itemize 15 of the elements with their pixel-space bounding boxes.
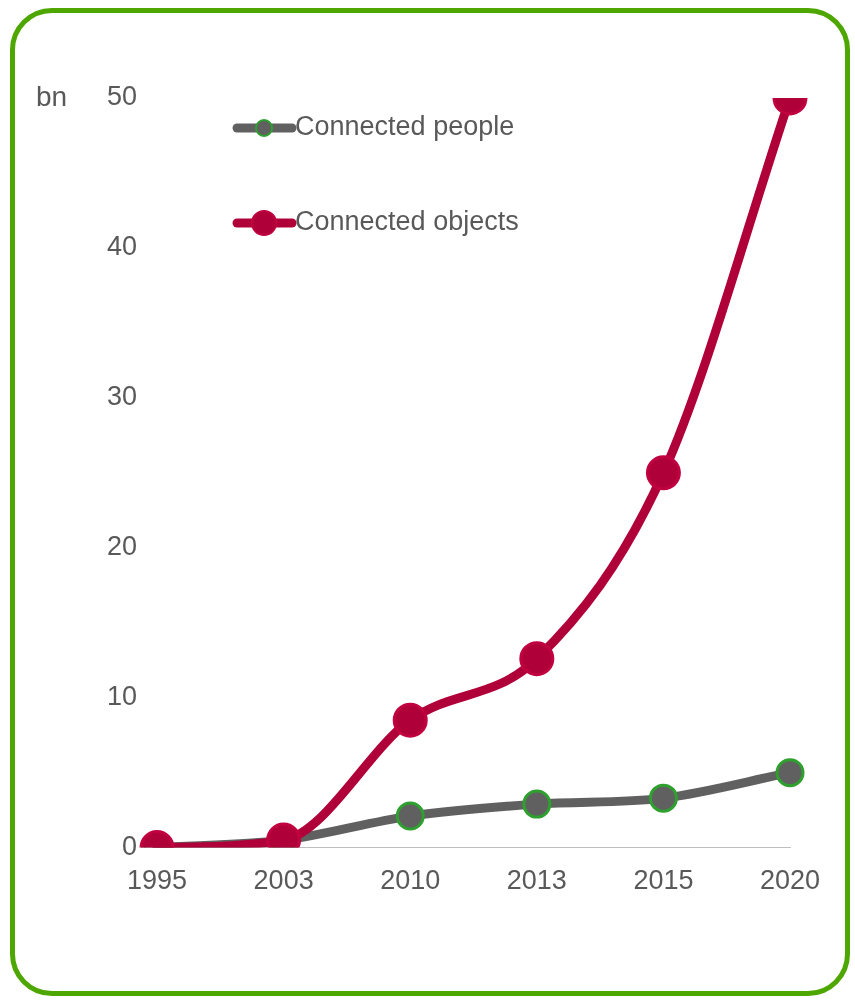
y-tick-label: 50 (106, 81, 138, 112)
y-tick-label: 40 (106, 231, 138, 262)
y-tick-label: 30 (106, 381, 138, 412)
x-tick-label: 1995 (126, 865, 188, 896)
legend-label: Connected objects (295, 206, 519, 237)
y-tick-label: 0 (122, 831, 138, 862)
x-tick-label: 2010 (380, 865, 441, 896)
legend-label: Connected people (295, 111, 515, 142)
y-axis-title: bn (36, 80, 68, 112)
y-tick-label: 20 (106, 531, 138, 562)
y-tick-label: 10 (106, 681, 138, 712)
x-tick-label: 2015 (633, 865, 694, 896)
x-tick-label: 2020 (759, 865, 821, 896)
x-tick-label: 2003 (253, 865, 314, 896)
x-tick-label: 2013 (506, 865, 567, 896)
